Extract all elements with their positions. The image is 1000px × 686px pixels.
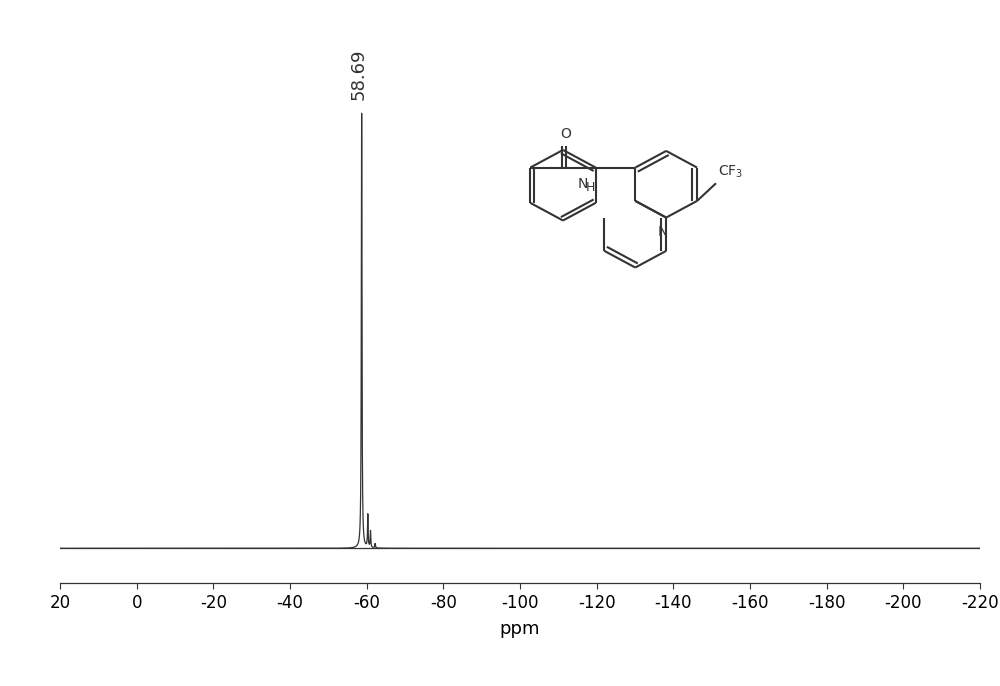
Text: 58.69: 58.69	[350, 49, 368, 100]
Text: O: O	[561, 128, 571, 141]
Text: N: N	[658, 224, 668, 239]
X-axis label: ppm: ppm	[500, 620, 540, 638]
Text: CF$_3$: CF$_3$	[718, 164, 743, 180]
Text: H: H	[586, 181, 595, 194]
Text: N: N	[578, 178, 588, 191]
